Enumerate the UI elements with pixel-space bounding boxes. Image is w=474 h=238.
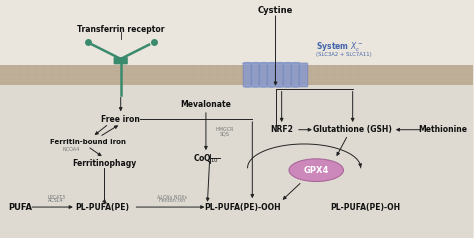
Text: NRF2: NRF2 <box>270 125 293 134</box>
Ellipse shape <box>289 159 344 181</box>
Text: PL-PUFA(PE): PL-PUFA(PE) <box>75 203 129 212</box>
Text: PUFA: PUFA <box>8 203 32 212</box>
Text: PL-PUFA(PE)-OH: PL-PUFA(PE)-OH <box>330 203 401 212</box>
FancyBboxPatch shape <box>283 63 292 87</box>
Text: Cystine: Cystine <box>258 6 293 15</box>
Text: ACSL4: ACSL4 <box>48 198 64 203</box>
Bar <box>0 65 474 85</box>
Text: Free iron: Free iron <box>101 114 140 124</box>
Text: CoQ$_{10}$: CoQ$_{10}$ <box>193 152 219 164</box>
Text: HMGCR: HMGCR <box>216 127 234 132</box>
FancyBboxPatch shape <box>259 63 268 87</box>
Text: Fenton rxn: Fenton rxn <box>159 198 185 203</box>
Text: Transferrin receptor: Transferrin receptor <box>77 25 164 34</box>
FancyBboxPatch shape <box>291 63 300 87</box>
Bar <box>0 85 474 238</box>
Text: ALOXs NOXs: ALOXs NOXs <box>157 194 187 200</box>
Bar <box>0 0 474 65</box>
Text: Glutathione (GSH): Glutathione (GSH) <box>313 125 392 134</box>
Text: (SLC3A2 + SLC7A11): (SLC3A2 + SLC7A11) <box>316 52 372 57</box>
Text: Mevalonate: Mevalonate <box>181 100 231 109</box>
Text: Ferritinophagy: Ferritinophagy <box>72 159 136 168</box>
FancyBboxPatch shape <box>114 57 128 64</box>
FancyBboxPatch shape <box>243 63 252 87</box>
FancyBboxPatch shape <box>267 63 276 87</box>
Text: GPX4: GPX4 <box>303 166 329 175</box>
Text: Ferritin-bound iron: Ferritin-bound iron <box>50 139 126 145</box>
Text: LPCAT3: LPCAT3 <box>47 194 65 200</box>
FancyBboxPatch shape <box>299 63 308 87</box>
FancyBboxPatch shape <box>275 63 284 87</box>
Text: NCOA4: NCOA4 <box>63 147 80 153</box>
Text: System $X_c^-$: System $X_c^-$ <box>316 40 363 54</box>
Text: PL-PUFA(PE)-OOH: PL-PUFA(PE)-OOH <box>204 203 281 212</box>
FancyBboxPatch shape <box>251 63 260 87</box>
Text: SQS: SQS <box>220 131 230 136</box>
Text: Methionine: Methionine <box>418 125 467 134</box>
